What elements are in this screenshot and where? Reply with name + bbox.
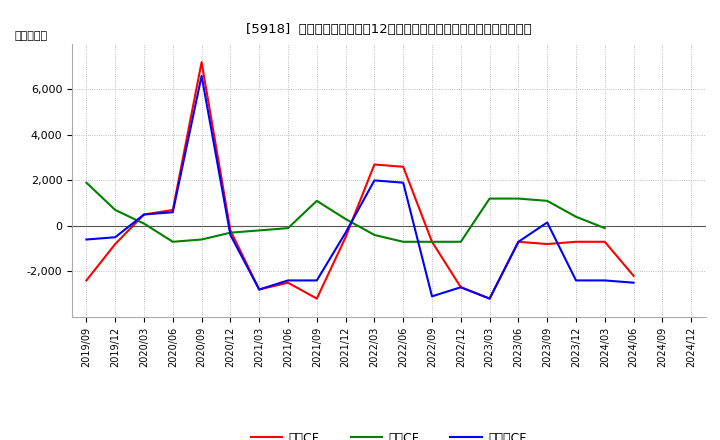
フリーCF xyxy=(399,180,408,185)
投資CF xyxy=(428,239,436,244)
投資CF xyxy=(456,239,465,244)
フリーCF xyxy=(341,230,350,235)
営業CF xyxy=(456,285,465,290)
フリーCF xyxy=(543,220,552,225)
フリーCF xyxy=(428,294,436,299)
フリーCF xyxy=(111,235,120,240)
営業CF xyxy=(111,242,120,247)
投資CF xyxy=(485,196,494,201)
営業CF xyxy=(514,239,523,244)
フリーCF xyxy=(600,278,609,283)
投資CF xyxy=(514,196,523,201)
フリーCF xyxy=(140,212,148,217)
営業CF xyxy=(428,239,436,244)
営業CF xyxy=(543,242,552,247)
営業CF xyxy=(226,228,235,233)
投資CF xyxy=(226,230,235,235)
営業CF xyxy=(284,280,292,285)
投資CF xyxy=(370,232,379,238)
Legend: 営業CF, 投資CF, フリーCF: 営業CF, 投資CF, フリーCF xyxy=(246,427,531,440)
投資CF xyxy=(572,214,580,220)
フリーCF xyxy=(255,287,264,292)
Line: フリーCF: フリーCF xyxy=(86,76,634,299)
フリーCF xyxy=(197,73,206,78)
フリーCF xyxy=(226,232,235,238)
フリーCF xyxy=(456,285,465,290)
Line: 営業CF: 営業CF xyxy=(86,62,634,299)
営業CF xyxy=(485,296,494,301)
営業CF xyxy=(312,296,321,301)
Line: 投資CF: 投資CF xyxy=(86,183,605,242)
フリーCF xyxy=(514,239,523,244)
営業CF xyxy=(82,278,91,283)
投資CF xyxy=(284,225,292,231)
フリーCF xyxy=(370,178,379,183)
Title: [5918]  キャッシュフローの12か月移動合計の対前年同期増減額の推移: [5918] キャッシュフローの12か月移動合計の対前年同期増減額の推移 xyxy=(246,23,531,36)
営業CF xyxy=(399,164,408,169)
投資CF xyxy=(140,221,148,226)
Text: （百万円）: （百万円） xyxy=(15,31,48,41)
投資CF xyxy=(168,239,177,244)
営業CF xyxy=(341,235,350,240)
フリーCF xyxy=(284,278,292,283)
営業CF xyxy=(572,239,580,244)
フリーCF xyxy=(82,237,91,242)
営業CF xyxy=(197,59,206,65)
投資CF xyxy=(600,225,609,231)
フリーCF xyxy=(312,278,321,283)
投資CF xyxy=(543,198,552,203)
フリーCF xyxy=(572,278,580,283)
営業CF xyxy=(370,162,379,167)
投資CF xyxy=(341,216,350,222)
投資CF xyxy=(399,239,408,244)
営業CF xyxy=(600,239,609,244)
投資CF xyxy=(111,207,120,213)
フリーCF xyxy=(168,209,177,215)
営業CF xyxy=(255,287,264,292)
営業CF xyxy=(168,207,177,213)
投資CF xyxy=(197,237,206,242)
営業CF xyxy=(629,273,638,279)
投資CF xyxy=(82,180,91,185)
投資CF xyxy=(312,198,321,203)
フリーCF xyxy=(485,296,494,301)
営業CF xyxy=(140,212,148,217)
フリーCF xyxy=(629,280,638,285)
投資CF xyxy=(255,228,264,233)
